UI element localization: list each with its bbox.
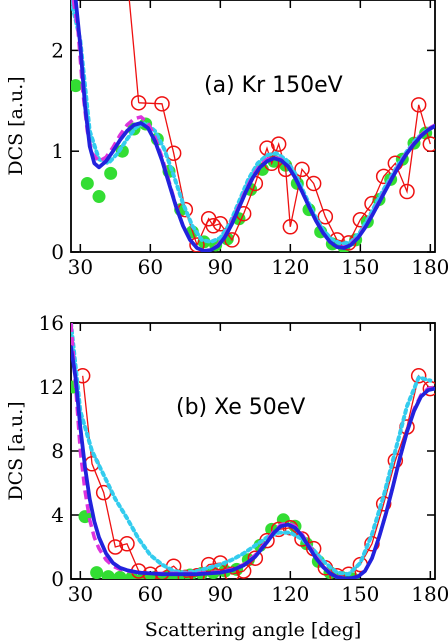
series-a-red-open-circles-point-6 — [205, 218, 222, 234]
series-a-green-dots-point-3 — [104, 166, 118, 180]
series-a-red-open-circles-point-15 — [282, 219, 299, 235]
x-tick-label-a-150: 150 — [341, 255, 379, 279]
x-tick-label-b-60: 60 — [138, 582, 163, 606]
panel-a-ylabel: DCS [a.u.] — [5, 76, 27, 175]
x-tick-label-a-30: 30 — [68, 255, 93, 279]
panel-b-ticks: 30 60 90 120 150 180 0 4 8 12 16 — [39, 311, 448, 606]
series-b-magenta-dashed-line — [71, 323, 435, 579]
panel-a-series — [71, 0, 435, 252]
x-tick-label-b-30: 30 — [68, 582, 93, 606]
x-tick-label-b-150: 150 — [341, 582, 379, 606]
series-b-red-open-circles-point-22 — [329, 568, 345, 579]
x-tick-label-a-180: 180 — [411, 255, 448, 279]
panel-b-ylabel: DCS [a.u.] — [5, 401, 27, 500]
series-b-cyan-dotted-line — [71, 323, 433, 577]
series-b-red-open-circles-point-15 — [247, 550, 264, 566]
panel-a-ticks: 30 60 90 120 150 180 0 1 2 — [51, 0, 448, 279]
panel-b-frame — [70, 322, 436, 580]
series-b-red-open-circles-point-25 — [364, 536, 380, 552]
series-a-red-open-circles-point-1 — [154, 96, 170, 112]
x-tick-label-a-60: 60 — [138, 255, 163, 279]
y-tick-label-b-0: 0 — [51, 567, 64, 591]
series-a-green-dots-point-1 — [80, 176, 94, 190]
series-a-red-open-circles-point-27 — [422, 136, 435, 152]
series-b-red-open-circles-point-17 — [270, 521, 287, 538]
y-tick-label-a-2: 2 — [51, 38, 64, 62]
x-tick-label-b-90: 90 — [208, 582, 233, 606]
series-a-red-open-circles-point-4 — [189, 237, 205, 252]
series-b-red-open-circles-point-13 — [224, 566, 240, 579]
x-tick-label-a-90: 90 — [208, 255, 233, 279]
panel-b-title: (b) Xe 50eV — [176, 395, 305, 420]
series-a-red-open-circles-point-16 — [294, 161, 310, 178]
series-a-cyan-dotted-line — [71, 0, 435, 246]
series-b-green-dots-point-4 — [113, 570, 127, 579]
x-axis-label: Scattering angle [deg] — [145, 619, 362, 641]
x-tick-label-b-180: 180 — [411, 582, 448, 606]
series-a-red-open-circles-point-18 — [317, 208, 334, 225]
series-b-red-open-circles-point-29 — [410, 368, 427, 384]
series-a-green-dots-point-0 — [71, 79, 83, 93]
series-b-red-open-circles-point-3 — [107, 539, 124, 555]
panel-b-series — [71, 323, 435, 579]
series-b-green-dots-point-2 — [90, 566, 104, 579]
series-a-red-open-circles-point-17 — [305, 175, 322, 192]
x-tick-label-b-120: 120 — [271, 582, 309, 606]
y-tick-label-a-0: 0 — [51, 240, 64, 264]
panel-b: 30 60 90 120 150 180 0 4 8 12 16 (b) Xe 50eV DCS [… — [5, 311, 448, 606]
series-a-blue-solid-line — [73, 0, 435, 252]
y-tick-label-b-12: 12 — [39, 375, 64, 399]
series-b-red-open-circles-point-4 — [119, 536, 135, 552]
series-a-red-open-circles-point-26 — [410, 97, 427, 113]
y-tick-label-b-16: 16 — [39, 311, 64, 335]
y-tick-label-b-8: 8 — [51, 439, 64, 463]
series-b-blue-solid-line — [71, 345, 435, 579]
x-tick-label-a-120: 120 — [271, 255, 309, 279]
series-a-green-dots-point-2 — [92, 190, 106, 204]
series-a-red-open-circles-point-13 — [270, 136, 287, 152]
panel-a-title: (a) Kr 150eV — [204, 73, 343, 98]
panel-a: 30 60 90 120 150 180 0 1 2 (a) Kr 150eV DCS [a.u… — [5, 0, 448, 279]
series-a-red-line-only-line — [128, 0, 140, 103]
series-b-green-dots-point-3 — [101, 570, 115, 579]
y-tick-label-b-4: 4 — [51, 503, 64, 527]
series-a-magenta-dashed-line — [71, 0, 435, 252]
series-a-red-open-circles-point-25 — [399, 183, 415, 200]
series-b-red-open-circles-point-9 — [177, 569, 194, 579]
y-tick-label-a-1: 1 — [51, 139, 64, 163]
